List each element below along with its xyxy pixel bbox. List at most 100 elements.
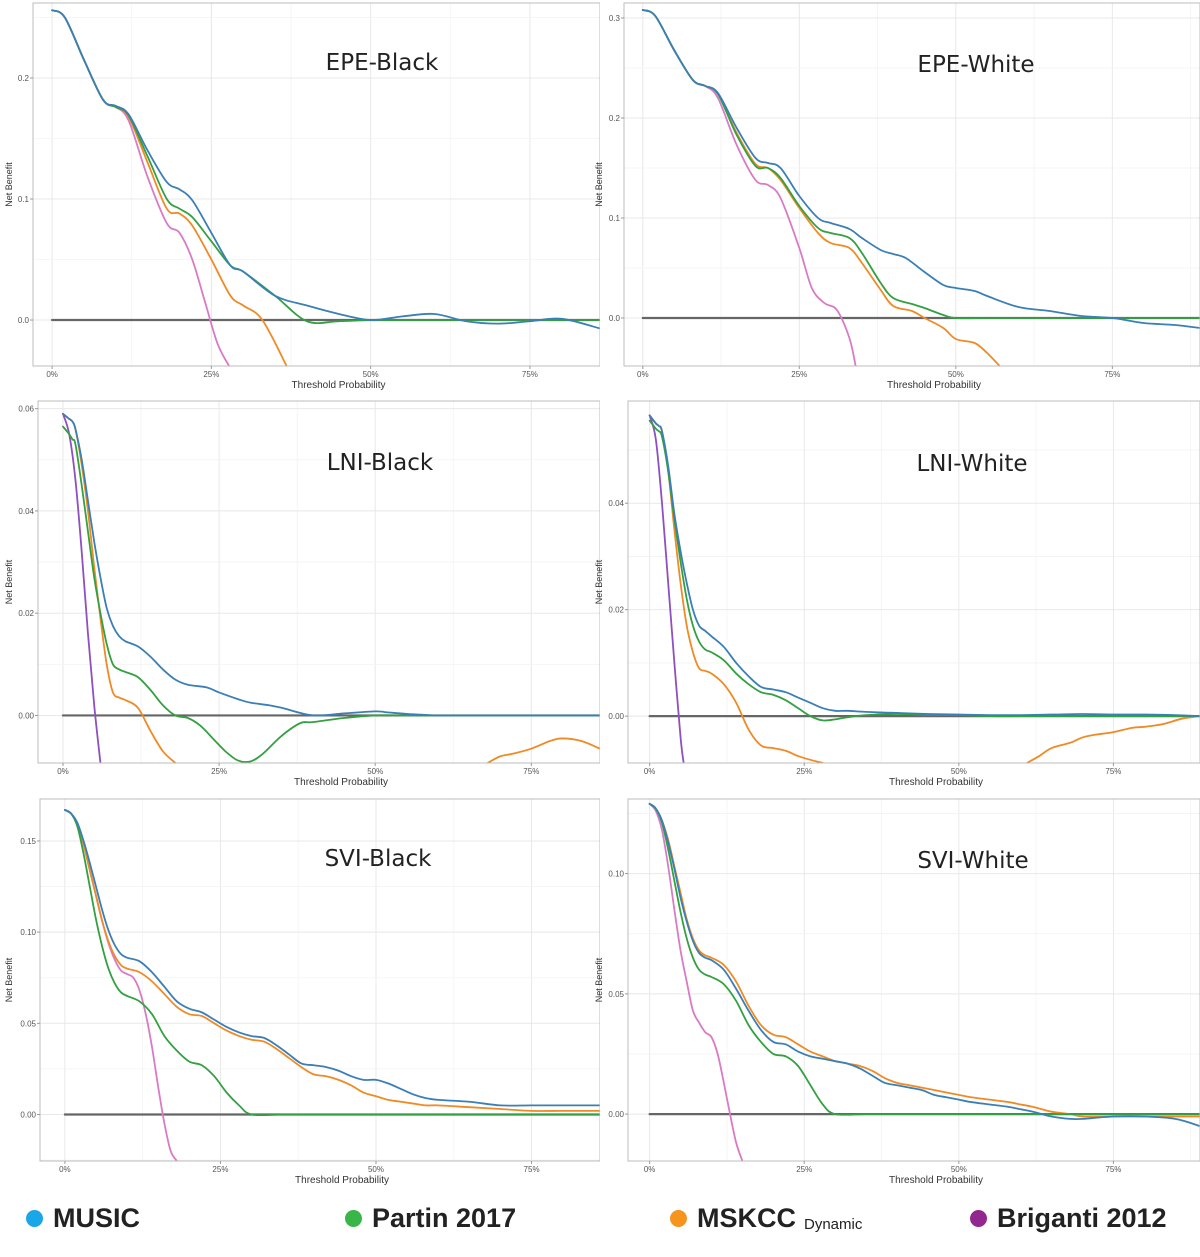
series-line-briganti-pink [648, 802, 744, 1161]
chart-svg-lni-black: 0% 25% 50% 75% 0.00 0.02 0.04 0.06 Threshold Pro… [4, 400, 600, 788]
x-tick-label: 50% [951, 1165, 967, 1174]
chart-title: EPE-Black [326, 50, 439, 76]
legend-item-mskcc: MSKCC Dynamic [670, 1195, 862, 1241]
x-tick-label: 75% [524, 1165, 540, 1174]
chart-title: LNI-Black [327, 450, 434, 476]
plot-area [628, 799, 1200, 1161]
series-group [641, 9, 1200, 366]
x-tick-label: 75% [1104, 370, 1120, 379]
y-tick-label: 0.0 [18, 316, 30, 325]
x-tick-label: 0% [637, 370, 649, 379]
series-line-music [62, 412, 600, 717]
legend-swatch [345, 1209, 362, 1227]
y-tick-label: 0.1 [18, 195, 30, 204]
y-tick-label: 0.02 [608, 606, 624, 615]
chart-panel-lni-black: 0% 25% 50% 75% 0.00 0.02 0.04 0.06 Threshold Pro… [0, 398, 600, 793]
y-tick-label: 0.2 [18, 74, 30, 83]
x-axis-label: Threshold Probability [887, 380, 981, 391]
legend-item-music: MUSIC [26, 1195, 140, 1241]
y-tick-label: 0.2 [609, 114, 621, 123]
x-axis-label: Threshold Probability [295, 1175, 389, 1186]
chart-panel-svi-black: 0% 25% 50% 75% 0.00 0.05 0.10 0.15 Threshold Pro… [0, 796, 600, 1191]
series-line-partin [648, 802, 1200, 1116]
x-tick-label: 50% [368, 1165, 384, 1174]
legend-item-briganti-2012: Briganti 2012 [970, 1195, 1167, 1241]
y-tick-label: 0.15 [20, 837, 36, 846]
x-axis-label: Threshold Probability [889, 777, 983, 788]
x-tick-label: 50% [951, 767, 967, 776]
plot-border [32, 2, 600, 367]
x-tick-label: 50% [367, 767, 383, 776]
y-tick-label: 0.00 [608, 1110, 624, 1119]
chart-title: LNI-White [916, 451, 1027, 477]
plot-border [623, 2, 1200, 367]
x-tick-label: 50% [948, 370, 964, 379]
y-tick-label: 0.10 [20, 928, 36, 937]
legend-swatch [26, 1209, 43, 1227]
x-tick-label: 0% [644, 1165, 656, 1174]
chart-title: SVI-Black [325, 846, 433, 872]
x-tick-label: 0% [644, 767, 656, 776]
y-tick-label: 0.04 [18, 507, 34, 516]
legend-label: MSKCC [697, 1202, 796, 1233]
chart-svg-epe-white: 0% 25% 50% 75% 0.0 0.1 0.2 0.3 Threshold Probabi… [594, 2, 1200, 391]
chart-svg-lni-white: 0% 25% 50% 75% 0.00 0.02 0.04 Threshold Probabi… [594, 400, 1200, 788]
x-tick-label: 50% [363, 370, 379, 379]
series-line-music [51, 9, 600, 330]
x-tick-label: 25% [791, 370, 807, 379]
y-axis-label: Net Benefit [4, 559, 14, 604]
x-tick-label: 75% [523, 767, 539, 776]
plot-area [38, 401, 600, 763]
series-line-mskcc [486, 737, 600, 763]
x-tick-label: 75% [1105, 1165, 1121, 1174]
x-axis-label: Threshold Probability [889, 1175, 983, 1186]
x-tick-label: 0% [57, 767, 69, 776]
y-axis-label: Net Benefit [594, 957, 604, 1002]
chart-panel-epe-black: 0% 25% 50% 75% 0.0 0.1 0.2 Threshold Probabilit… [0, 0, 600, 395]
legend-label: MUSIC [53, 1202, 140, 1233]
plot-area [628, 401, 1200, 763]
series-line-partin [62, 425, 600, 763]
y-axis-label: Net Benefit [4, 162, 14, 207]
series-line-music [648, 802, 1200, 1128]
legend: MUSIC Partin 2017 MSKCC Dynamic Briganti 201… [0, 1195, 1200, 1245]
series-group [648, 414, 1200, 763]
series-group [63, 809, 600, 1161]
series-line-music [641, 9, 1200, 329]
series-group [51, 9, 600, 366]
series-group [648, 802, 1200, 1161]
plot-border [39, 798, 600, 1162]
legend-swatch [670, 1209, 687, 1227]
plot-area [40, 799, 600, 1161]
y-tick-label: 0.05 [608, 990, 624, 999]
series-line-partin [63, 809, 600, 1117]
y-tick-label: 0.06 [18, 405, 34, 414]
x-tick-label: 75% [1105, 767, 1121, 776]
y-tick-label: 0.0 [609, 314, 621, 323]
chart-svg-svi-white: 0% 25% 50% 75% 0.00 0.05 0.10 Threshold Probabi… [594, 798, 1200, 1186]
series-line-mskcc [63, 809, 600, 1112]
plot-border [627, 400, 1200, 764]
x-axis-label: Threshold Probability [294, 777, 388, 788]
series-line-music [63, 809, 600, 1107]
y-tick-label: 0.05 [20, 1019, 36, 1028]
plot-area [624, 3, 1200, 366]
y-tick-label: 0.1 [609, 214, 621, 223]
chart-svg-svi-black: 0% 25% 50% 75% 0.00 0.05 0.10 0.15 Threshold Pro… [4, 798, 600, 1186]
plot-border [37, 400, 600, 764]
x-tick-label: 25% [212, 1165, 228, 1174]
legend-item-partin-2017: Partin 2017 [345, 1195, 516, 1241]
y-tick-label: 0.00 [18, 711, 34, 720]
chart-panel-lni-white: 0% 25% 50% 75% 0.00 0.02 0.04 Threshold Probabi… [590, 398, 1200, 793]
x-tick-label: 25% [203, 370, 219, 379]
legend-swatch [970, 1209, 987, 1227]
chart-svg-epe-black: 0% 25% 50% 75% 0.0 0.1 0.2 Threshold Probabilit… [4, 2, 600, 391]
x-axis-label: Threshold Probability [292, 380, 386, 391]
plot-area [33, 3, 600, 366]
legend-label: Partin 2017 [372, 1202, 517, 1233]
y-axis-label: Net Benefit [4, 957, 14, 1002]
y-tick-label: 0.10 [608, 870, 624, 879]
x-tick-label: 0% [59, 1165, 71, 1174]
legend-sublabel: Dynamic [804, 1215, 863, 1233]
series-group [61, 412, 600, 763]
